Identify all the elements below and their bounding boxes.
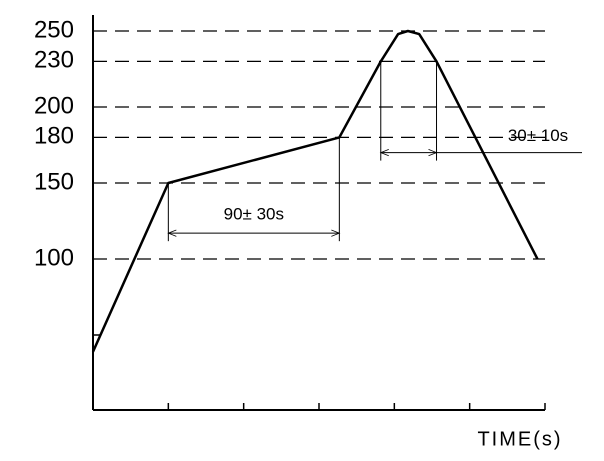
x-axis-title: TIME(s) — [477, 428, 562, 450]
y-tick-label: 100 — [34, 244, 74, 271]
annotation-label: 90± 30s — [224, 205, 284, 224]
y-tick-label: 200 — [34, 92, 74, 119]
y-tick-label: 180 — [34, 123, 74, 150]
y-tick-label: 250 — [34, 16, 74, 43]
profile-line — [91, 29, 539, 353]
y-tick-label: 230 — [34, 47, 74, 74]
annotation-label: 30± 10s — [508, 126, 568, 145]
y-tick-label: 150 — [34, 168, 74, 195]
